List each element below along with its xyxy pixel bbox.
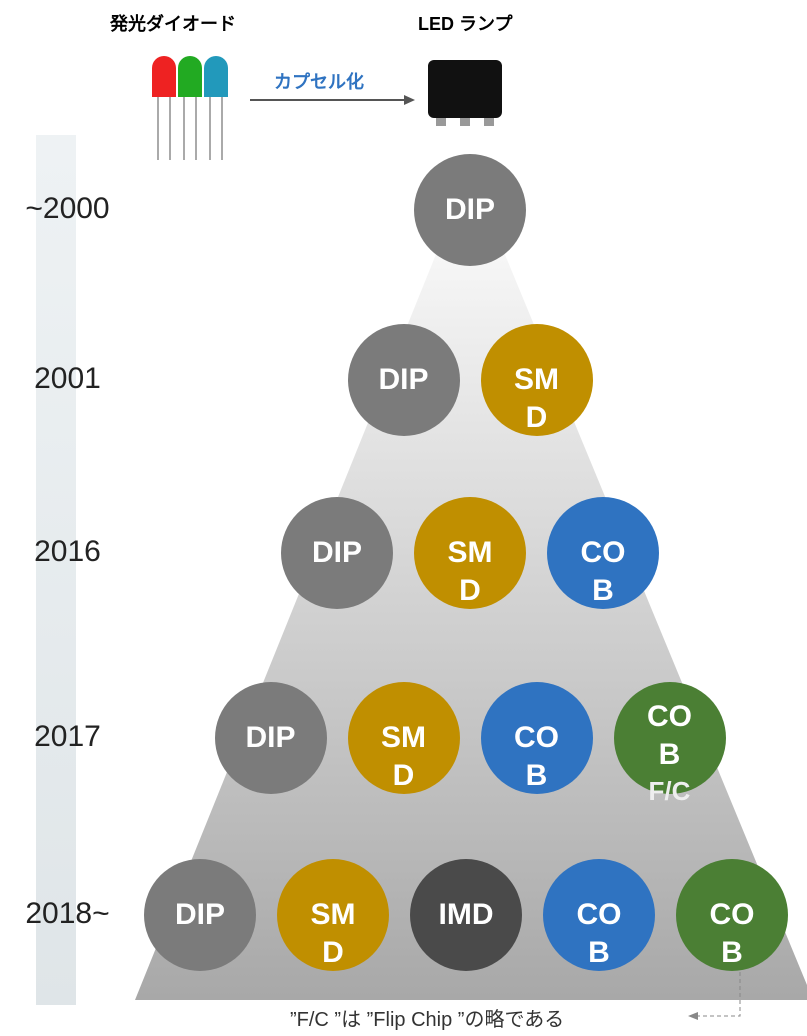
- circle-label: DIP: [240, 719, 302, 757]
- circle-label: SMD: [439, 534, 501, 610]
- circle: COB: [547, 497, 659, 609]
- year: 2001: [0, 362, 135, 396]
- circle: SMD: [348, 682, 460, 794]
- diode-label: 発光ダイオード: [110, 10, 236, 36]
- note-arrow: [688, 1012, 698, 1020]
- circle-label: COB: [639, 698, 701, 774]
- diagram: [0, 0, 807, 1036]
- circle-label: COB: [506, 719, 568, 795]
- circle: DIP: [144, 859, 256, 971]
- circle: SMD: [481, 324, 593, 436]
- year: 2016: [0, 535, 135, 569]
- lamp-label: LED ランプ: [418, 10, 512, 36]
- circle-label: COB: [568, 896, 630, 972]
- circle-label: COB: [701, 896, 763, 972]
- circle: DIP: [281, 497, 393, 609]
- circle-label: DIP: [373, 361, 435, 399]
- year: ~2000: [0, 192, 135, 226]
- year: 2018~: [0, 897, 135, 931]
- circle: IMD: [410, 859, 522, 971]
- note: ”F/C ”は ”Flip Chip ”の略である: [290, 1003, 564, 1032]
- circle-label: SMD: [302, 896, 364, 972]
- arrow-head: [404, 95, 415, 105]
- circle-label: DIP: [169, 896, 231, 934]
- circle: COB: [676, 859, 788, 971]
- circle-label: DIP: [306, 534, 368, 572]
- circle: SMD: [277, 859, 389, 971]
- page: 発光ダイオード LED ランプ カプセル化 ”F/C ”は ”Flip Chip…: [0, 0, 807, 1036]
- circle-sublabel: F/C: [649, 776, 691, 807]
- circle-label: COB: [572, 534, 634, 610]
- year: 2017: [0, 720, 135, 754]
- circle-label: DIP: [439, 191, 501, 229]
- circle: SMD: [414, 497, 526, 609]
- led-chip: [428, 60, 502, 126]
- circle: DIP: [348, 324, 460, 436]
- circle-label: SMD: [506, 361, 568, 437]
- arrow-label: カプセル化: [274, 68, 364, 94]
- circle: DIP: [414, 154, 526, 266]
- circle-label: SMD: [373, 719, 435, 795]
- circle: COB: [481, 682, 593, 794]
- led-icons: [152, 56, 228, 160]
- circle: DIP: [215, 682, 327, 794]
- circle-label: IMD: [435, 896, 497, 934]
- circle: COB: [543, 859, 655, 971]
